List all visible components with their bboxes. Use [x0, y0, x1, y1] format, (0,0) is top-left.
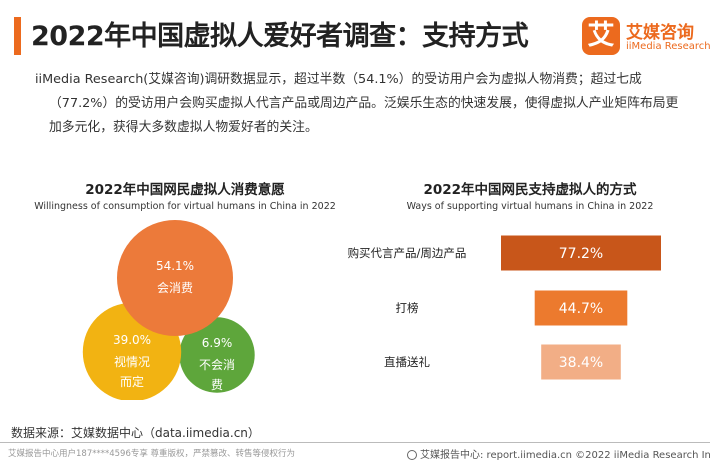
footer-copyright-note: 艾媒报告中心用户187****4596专享 尊重版权，严禁篡改、转售等侵权行为	[8, 449, 296, 459]
left-chart-title: 2022年中国网民虚拟人消费意愿	[85, 182, 285, 198]
right-chart-subtitle: Ways of supporting virtual humans in Chi…	[406, 201, 654, 212]
iimedia-logo: 艾 艾媒咨询 iiMedia Research	[582, 17, 710, 57]
bubble-value-label: 54.1%	[156, 259, 194, 273]
bar-2	[541, 344, 621, 380]
footer-report-link: 艾媒报告中心: report.iimedia.cn ©2022 iiMedia …	[407, 446, 710, 461]
footer-divider	[0, 442, 710, 443]
bar-value-label: 44.7%	[559, 301, 603, 317]
bar-category-label: 直播送礼	[384, 355, 430, 369]
bar-0	[501, 235, 661, 271]
bubble-category-label: 会消费	[157, 281, 193, 295]
bubble-category-label: 费	[211, 378, 223, 392]
bubble-value-label: 6.9%	[202, 336, 233, 350]
bar-value-label: 77.2%	[559, 246, 603, 262]
bubble-category-label: 不会消	[199, 358, 235, 372]
data-source: 数据来源：艾媒数据中心（data.iimedia.cn）	[11, 426, 260, 440]
bar-category-label: 打榜	[396, 301, 419, 315]
report-center-icon	[407, 450, 417, 460]
right-chart-title: 2022年中国网民支持虚拟人的方式	[423, 182, 637, 198]
bubble-0	[117, 220, 233, 336]
left-chart-subtitle: Willingness of consumption for virtual h…	[34, 201, 336, 212]
bubble-value-label: 39.0%	[113, 333, 151, 347]
bar-category-label: 购买代言产品/周边产品	[348, 246, 467, 260]
logo-text-en: iiMedia Research	[626, 41, 710, 52]
support-ways-chart: 77.2% 购买代言产品/周边产品 44.7% 打榜 38.4% 直播送礼	[348, 235, 661, 380]
footer-report-text: 艾媒报告中心: report.iimedia.cn ©2022 iiMedia …	[420, 450, 710, 461]
bar-1	[534, 290, 628, 326]
title-accent-bar	[14, 17, 21, 55]
bubble-category-label: 而定	[120, 374, 144, 389]
bubble-2	[179, 317, 255, 393]
bubble-category-label: 视情况	[114, 354, 150, 369]
logo-badge-icon: 艾	[582, 17, 620, 55]
bar-value-label: 38.4%	[559, 355, 603, 371]
page-title: 2022年中国虚拟人爱好者调查：支持方式	[31, 21, 529, 52]
logo-text-cn: 艾媒咨询	[626, 23, 694, 43]
intro-paragraph: iiMedia Research(艾媒咨询)调研数据显示，超过半数（54.1%）…	[35, 72, 679, 135]
